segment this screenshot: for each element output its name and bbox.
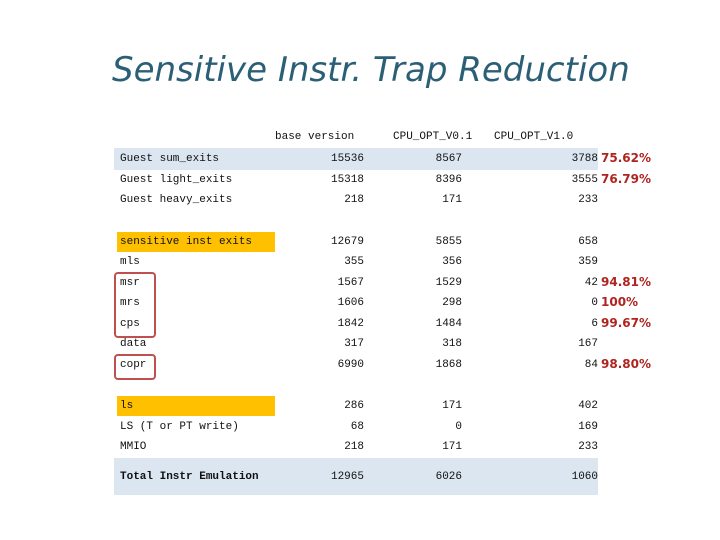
cell-value: 6 [591,318,598,330]
row-shading [114,458,598,495]
cell-value: 167 [578,338,598,350]
cell-value: 1606 [337,297,364,309]
cell-value: 12965 [330,471,364,483]
cell-value: 42 [584,277,598,289]
cell-value: 317 [344,338,364,350]
cell-value: 5855 [435,236,462,248]
cell-value: 402 [578,400,598,412]
column-header: CPU_OPT_V1.0 [494,131,574,143]
reduction-note: 99.67% [601,316,651,330]
row-label: Guest heavy_exits [120,194,233,206]
reduction-note: 94.81% [601,275,651,289]
cell-value: 355 [344,256,364,268]
label-highlight [117,232,275,252]
cell-value: 1060 [571,471,598,483]
reduction-note: 98.80% [601,357,651,371]
cell-value: 8396 [435,174,462,186]
cell-value: 12679 [330,236,364,248]
highlight-box [114,354,156,380]
column-header: CPU_OPT_V0.1 [393,131,473,143]
cell-value: 218 [344,441,364,453]
slide-title: Sensitive Instr. Trap Reduction [112,50,630,90]
row-label: cps [120,318,140,330]
cell-value: 356 [442,256,462,268]
cell-value: 3788 [571,153,598,165]
row-label: Total Instr Emulation [120,471,259,483]
cell-value: 84 [584,359,598,371]
cell-value: 68 [350,421,364,433]
cell-value: 6026 [435,471,462,483]
cell-value: 1484 [435,318,462,330]
label-highlight [117,396,275,416]
cell-value: 171 [442,194,462,206]
row-label: sensitive inst exits [120,236,253,248]
cell-value: 1868 [435,359,462,371]
cell-value: 359 [578,256,598,268]
row-label: Guest light_exits [120,174,233,186]
cell-value: 169 [578,421,598,433]
cell-value: 233 [578,194,598,206]
row-label: msr [120,277,140,289]
row-label: mrs [120,297,140,309]
cell-value: 1529 [435,277,462,289]
cell-value: 3555 [571,174,598,186]
cell-value: 233 [578,441,598,453]
row-shading [114,148,598,170]
row-label: Guest sum_exits [120,153,220,165]
cell-value: 286 [344,400,364,412]
cell-value: 1842 [337,318,364,330]
row-label: data [120,338,147,350]
cell-value: 658 [578,236,598,248]
cell-value: 15318 [330,174,364,186]
cell-value: 171 [442,441,462,453]
cell-value: 0 [455,421,462,433]
reduction-note: 100% [601,295,639,309]
highlight-box [114,272,156,338]
cell-value: 0 [591,297,598,309]
reduction-note: 76.79% [601,172,651,186]
cell-value: 6990 [337,359,364,371]
cell-value: 8567 [435,153,462,165]
cell-value: 318 [442,338,462,350]
row-label: ls [120,400,134,412]
cell-value: 1567 [337,277,364,289]
cell-value: 171 [442,400,462,412]
reduction-note: 75.62% [601,151,651,165]
cell-value: 15536 [330,153,364,165]
row-label: MMIO [120,441,147,453]
row-label: LS (T or PT write) [120,421,239,433]
cell-value: 298 [442,297,462,309]
row-label: mls [120,256,140,268]
column-header: base version [275,131,355,143]
row-label: copr [120,359,147,371]
cell-value: 218 [344,194,364,206]
